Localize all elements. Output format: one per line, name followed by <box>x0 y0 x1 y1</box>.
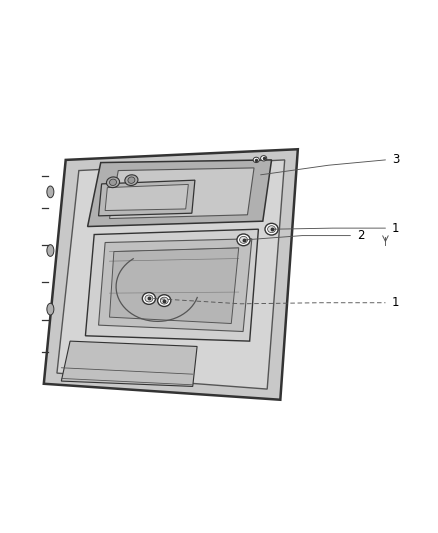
Ellipse shape <box>47 245 54 256</box>
Ellipse shape <box>158 295 171 306</box>
Polygon shape <box>99 180 195 216</box>
Ellipse shape <box>47 303 54 315</box>
Ellipse shape <box>142 293 155 304</box>
Ellipse shape <box>268 226 276 232</box>
Ellipse shape <box>261 156 267 161</box>
Text: 2: 2 <box>357 229 364 242</box>
Text: 1: 1 <box>392 222 399 235</box>
Polygon shape <box>105 184 188 211</box>
Polygon shape <box>61 341 197 386</box>
Ellipse shape <box>145 295 153 302</box>
Ellipse shape <box>160 297 168 304</box>
Polygon shape <box>57 160 285 389</box>
Ellipse shape <box>237 234 250 246</box>
Polygon shape <box>110 248 239 324</box>
Ellipse shape <box>128 177 135 183</box>
Ellipse shape <box>110 179 117 185</box>
Ellipse shape <box>47 186 54 198</box>
Polygon shape <box>85 229 258 341</box>
Text: 3: 3 <box>392 154 399 166</box>
Ellipse shape <box>240 237 247 243</box>
Ellipse shape <box>253 157 259 163</box>
Ellipse shape <box>265 223 278 235</box>
Ellipse shape <box>125 175 138 185</box>
Polygon shape <box>99 239 252 332</box>
Polygon shape <box>110 168 254 219</box>
Polygon shape <box>44 149 298 400</box>
Polygon shape <box>88 160 272 227</box>
Ellipse shape <box>106 177 120 188</box>
Text: 1: 1 <box>392 296 399 309</box>
